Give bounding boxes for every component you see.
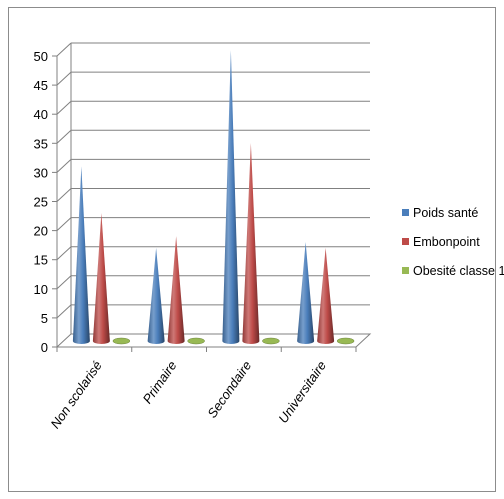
legend-swatch [402,238,409,245]
y-tick-label: 0 [41,340,48,355]
gridline-side [56,246,72,261]
cone-poids-sante [147,247,165,344]
x-category-label: Non scolarisé [47,358,104,431]
y-tick-label: 35 [34,136,48,151]
gridline-side [56,71,72,86]
gridline-side [56,188,72,202]
y-tick-label: 45 [34,78,48,93]
cone-poids-sante [297,242,315,344]
cone-embonpoint [167,236,185,344]
gridline-side [56,159,72,173]
cone-embonpoint [92,212,110,344]
x-category-label: Primaire [140,358,180,406]
gridline-side [56,129,72,144]
cone-embonpoint [242,143,260,344]
cone-poids-sante [72,166,90,344]
y-tick-label: 10 [34,282,48,297]
legend-swatch [402,267,409,274]
x-category-label: Secondaire [204,358,254,420]
gridline-side [56,304,72,319]
gridline-side [56,275,72,290]
y-tick-label: 30 [34,165,48,180]
x-category-label: Universitaire [275,358,329,426]
cone-poids-sante [222,50,240,344]
gridline-side [56,100,72,115]
y-tick-label: 5 [41,311,48,326]
gridline-side [56,217,72,231]
y-tick-label: 40 [34,107,48,122]
legend-label: Poids santé [413,206,478,220]
legend-label: Obesité classe 1 [413,264,504,278]
cone-base-obesite [187,337,205,345]
y-tick-label: 15 [34,253,48,268]
gridline-side [56,42,72,57]
y-tick-label: 20 [34,224,48,239]
cone-base-obesite [336,337,355,345]
legend-swatch [402,209,409,216]
y-tick-label: 50 [34,49,48,64]
plot-floor [55,333,372,348]
cone-base-obesite [262,337,280,345]
legend-label: Embonpoint [413,235,480,249]
cone-base-obesite [112,337,131,345]
y-tick-label: 25 [34,195,48,210]
cone-embonpoint [317,247,335,344]
